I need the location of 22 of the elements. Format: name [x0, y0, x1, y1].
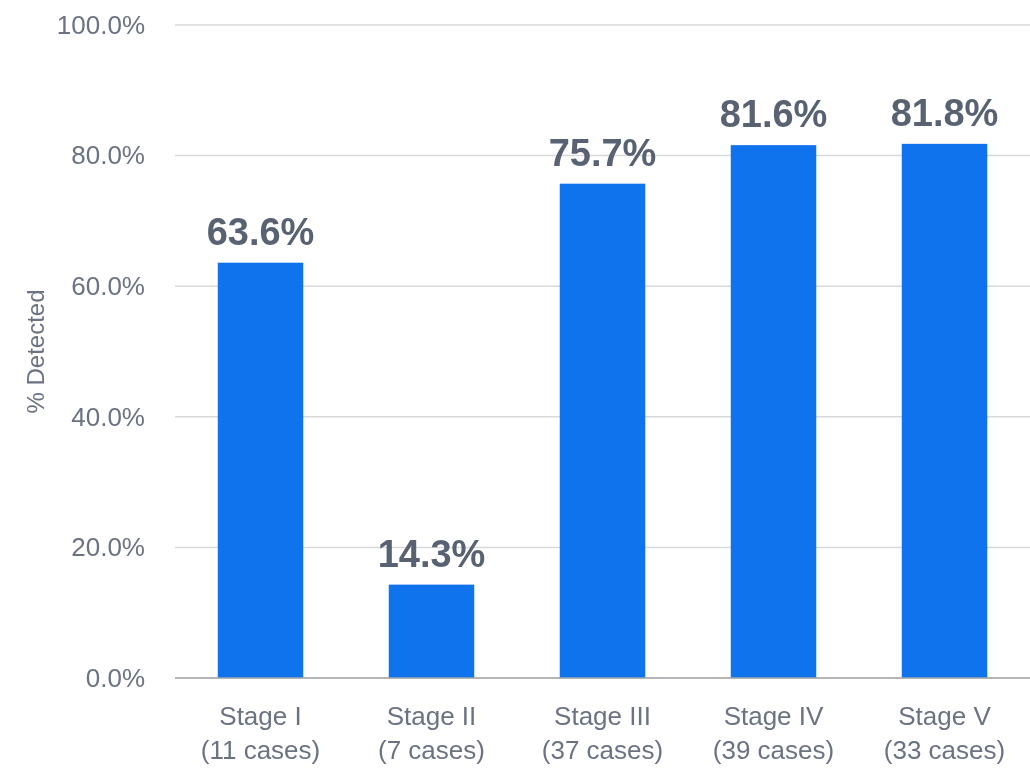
y-tick-label: 80.0%	[71, 140, 145, 171]
data-label: 81.8%	[890, 91, 999, 134]
bar	[388, 584, 475, 678]
data-label: 75.7%	[548, 131, 657, 174]
x-tick-label: Stage III (37 cases)	[541, 701, 664, 765]
x-tick-label: Stage II (7 cases)	[378, 701, 485, 765]
x-tick-label: Stage IV (39 cases)	[712, 701, 835, 765]
y-tick-label: 0.0%	[85, 662, 145, 693]
data-label: 63.6%	[206, 210, 315, 253]
y-tick-label: 40.0%	[71, 401, 145, 432]
x-tick-label: Stage I (11 cases)	[200, 701, 321, 765]
y-tick-label: 20.0%	[71, 532, 145, 563]
data-label: 81.6%	[719, 93, 828, 136]
y-tick-label: 60.0%	[71, 271, 145, 302]
bar	[730, 145, 817, 678]
y-tick-label: 100.0%	[56, 9, 145, 40]
bar	[217, 262, 304, 678]
x-tick-label: Stage V (33 cases)	[883, 701, 1006, 765]
bar	[559, 183, 646, 678]
bar	[901, 143, 988, 678]
data-label: 14.3%	[377, 532, 486, 575]
y-axis-title: % Detected	[22, 289, 49, 414]
